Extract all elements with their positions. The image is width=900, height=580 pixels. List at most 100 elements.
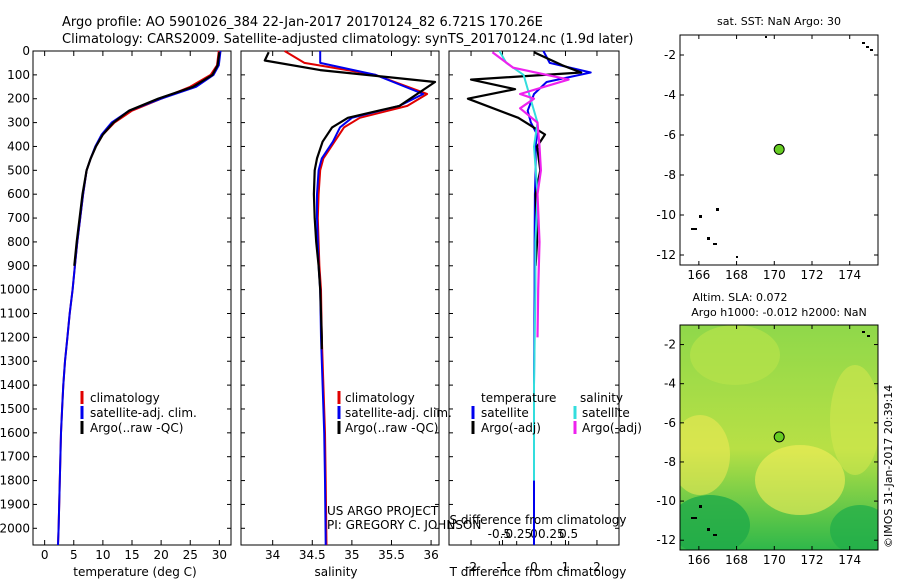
map-y-tick-label: -10: [656, 494, 676, 508]
map-x-tick-label: 170: [763, 553, 786, 567]
sst-map-title: sat. SST: NaN Argo: 30: [717, 15, 841, 28]
salinity-legend: climatology satellite-adj. clim. Argo(..…: [337, 391, 452, 435]
y-tick-label: 200: [7, 92, 30, 106]
legend-label-climatology: climatology: [345, 391, 415, 405]
legend-label-climatology: climatology: [90, 391, 160, 405]
map-y-tick-label: -12: [656, 533, 676, 547]
x-tick-label: 36: [423, 548, 438, 562]
x-tick-label: 5: [70, 548, 78, 562]
map-x-tick-label: 170: [763, 268, 786, 282]
difference-legend: temperature salinity satellite Argo(-adj…: [471, 391, 642, 435]
series-line-climatology: [57, 50, 220, 546]
map-x-tick-label: 172: [801, 268, 824, 282]
legend-label-argo: Argo(..raw -QC): [345, 421, 438, 435]
x-tick-label: 35: [344, 548, 359, 562]
sst-map-frame: [679, 34, 879, 266]
legend-label-sal-argo: Argo(-adj): [582, 421, 642, 435]
y-tick-label: 100: [7, 68, 30, 82]
figure-title-line1: Argo profile: AO 5901026_384 22-Jan-2017…: [62, 15, 543, 30]
y-tick-label: 1100: [0, 307, 30, 321]
y-tick-label: 2000: [0, 521, 30, 535]
x-tick-label: 35.5: [378, 548, 405, 562]
map-x-tick-label: 168: [725, 268, 748, 282]
y-tick-label: 1200: [0, 330, 30, 344]
sla-map-title-line1: Altim. SLA: 0.072: [692, 291, 787, 304]
argo-position-marker: [773, 143, 785, 155]
x-tick-label: 34: [265, 548, 280, 562]
x-tick-label: -2: [465, 560, 477, 574]
figure-title-line2: Climatology: CARS2009. Satellite-adjuste…: [62, 32, 634, 47]
t-difference-axis-label: T difference from climatology: [449, 565, 627, 579]
project-credit: US ARGO PROJECT: [327, 504, 439, 518]
series-line-argo-raw-qc-: [263, 51, 437, 350]
series-line-argo-raw-qc-: [73, 52, 221, 266]
map-y-tick-label: -6: [664, 128, 676, 142]
sla-map-field: [680, 325, 878, 550]
s-tick-label: -0.25: [501, 527, 532, 541]
legend-label-sal-satellite: satellite: [582, 406, 630, 420]
series-line-satellite-adj-clim-: [57, 50, 222, 546]
map-x-tick-label: 168: [725, 553, 748, 567]
x-tick-label: 10: [95, 548, 110, 562]
y-tick-label: 1400: [0, 378, 30, 392]
map-y-tick-label: -8: [664, 168, 676, 182]
sla-map-frame: [679, 324, 879, 551]
x-tick-label: 1: [562, 560, 570, 574]
series-line-satellite-adj-clim-: [316, 51, 425, 546]
x-tick-label: 0: [530, 560, 538, 574]
series-line-salinity-argo-adj-: [491, 51, 570, 338]
legend-label-satellite: satellite-adj. clim.: [345, 406, 452, 420]
legend-label-satellite: satellite-adj. clim.: [90, 406, 197, 420]
imos-timestamp: ©IMOS 31-Jan-2017 20:39:14: [882, 385, 895, 548]
y-tick-label: 1600: [0, 426, 30, 440]
y-tick-label: 1900: [0, 497, 30, 511]
map-x-tick-label: 172: [801, 553, 824, 567]
y-tick-label: 1800: [0, 474, 30, 488]
x-tick-label: 20: [153, 548, 168, 562]
map-x-tick-label: 166: [687, 553, 710, 567]
map-x-tick-label: 174: [838, 553, 861, 567]
s-tick-label: 0.5: [559, 527, 578, 541]
y-tick-label: 0: [22, 44, 30, 58]
map-x-tick-label: 166: [687, 268, 710, 282]
y-tick-label: 300: [7, 116, 30, 130]
map-x-tick-label: 174: [838, 268, 861, 282]
x-tick-label: 25: [183, 548, 198, 562]
x-tick-label: 30: [212, 548, 227, 562]
map-y-tick-label: -10: [656, 208, 676, 222]
legend-label-temp-satellite: satellite: [481, 406, 529, 420]
argo-position-marker: [773, 431, 785, 443]
y-tick-label: 1500: [0, 402, 30, 416]
legend-header-salinity: salinity: [580, 391, 623, 405]
y-tick-label: 1300: [0, 354, 30, 368]
sla-map-title-line2: Argo h1000: -0.012 h2000: NaN: [691, 306, 867, 319]
y-tick-label: 700: [7, 211, 30, 225]
sla-map-coastline: [691, 331, 870, 536]
salinity-plot-frame: [240, 50, 440, 546]
y-tick-label: 1000: [0, 283, 30, 297]
series-line-temperature-argo-adj-: [466, 51, 583, 266]
x-tick-label: -1: [497, 560, 509, 574]
map-y-tick-label: -2: [664, 48, 676, 62]
legend-label-argo: Argo(..raw -QC): [90, 421, 183, 435]
y-tick-label: 400: [7, 139, 30, 153]
map-y-tick-label: -8: [664, 455, 676, 469]
y-tick-label: 600: [7, 187, 30, 201]
legend-label-temp-argo: Argo(-adj): [481, 421, 541, 435]
x-tick-label: 0: [41, 548, 49, 562]
x-tick-label: 2: [593, 560, 601, 574]
salinity-axis-label: salinity: [314, 565, 357, 579]
y-tick-label: 900: [7, 259, 30, 273]
y-tick-label: 500: [7, 163, 30, 177]
x-tick-label: 34.5: [299, 548, 326, 562]
map-y-tick-label: -4: [664, 377, 676, 391]
pi-credit: PI: GREGORY C. JOHNSON: [327, 518, 481, 532]
temperature-legend: climatology satellite-adj. clim. Argo(..…: [80, 391, 197, 435]
series-line-climatology: [284, 50, 429, 546]
s-tick-label: 0.25: [538, 527, 565, 541]
legend-header-temperature: temperature: [481, 391, 556, 405]
s-tick-label: -0.5: [488, 527, 511, 541]
map-y-tick-label: -12: [656, 248, 676, 262]
map-y-tick-label: -4: [664, 88, 676, 102]
